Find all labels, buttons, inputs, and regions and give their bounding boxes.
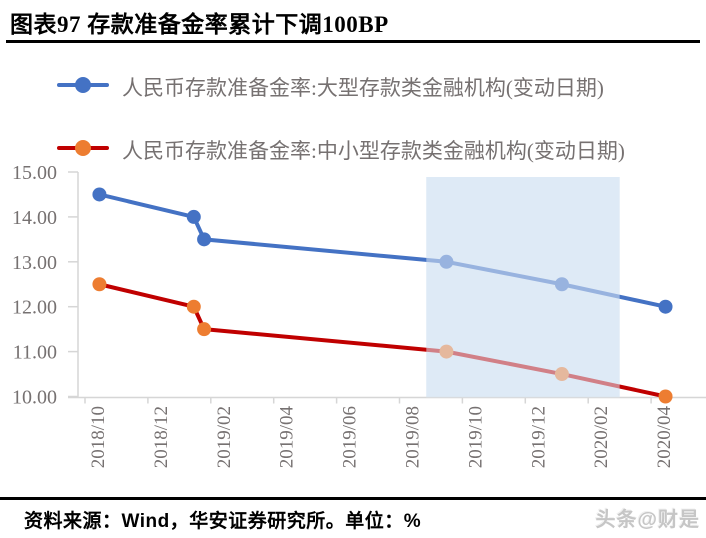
x-tick-label: 2019/04 (277, 406, 298, 469)
data-point (658, 299, 673, 314)
x-tick-label: 2020/02 (591, 406, 612, 468)
y-tick-label: 11.00 (13, 342, 57, 364)
x-tick-label: 2019/06 (340, 406, 361, 468)
x-tick-label: 2020/04 (654, 406, 675, 469)
y-tick-label: 13.00 (12, 252, 57, 274)
data-point (197, 322, 212, 337)
x-tick-label: 2019/12 (528, 406, 549, 468)
watermark: 头条@财是 (595, 509, 700, 531)
highlight-band-overlay (426, 177, 620, 398)
y-tick-label: 10.00 (12, 387, 57, 409)
x-tick-label: 2019/02 (214, 406, 235, 468)
x-tick-label: 2019/08 (403, 406, 424, 468)
legend-label: 人民币存款准备金率:大型存款类金融机构(变动日期) (122, 76, 604, 100)
line-marker-icon (57, 74, 109, 96)
data-point (658, 389, 673, 404)
x-tick-label: 2019/10 (465, 406, 486, 468)
y-tick-label: 15.00 (12, 162, 57, 184)
data-point (92, 277, 107, 292)
data-point (197, 232, 212, 247)
x-tick-label: 2018/12 (151, 406, 172, 468)
title-divider (6, 40, 700, 43)
line-marker-icon (57, 137, 109, 159)
legend-dot (75, 140, 91, 156)
legend-label: 人民币存款准备金率:中小型存款类金融机构(变动日期) (122, 139, 625, 163)
page-title: 图表97 存款准备金率累计下调100BP (10, 12, 389, 37)
legend-item-small-medium-banks: 人民币存款准备金率:中小型存款类金融机构(变动日期) (57, 136, 625, 167)
legend-dot (75, 77, 91, 93)
data-point (186, 209, 201, 224)
source-note: 资料来源：Wind，华安证券研究所。单位：% (24, 511, 422, 532)
x-tick-label: 2018/10 (88, 406, 109, 468)
legend-item-large-banks: 人民币存款准备金率:大型存款类金融机构(变动日期) (57, 73, 604, 104)
y-tick-label: 14.00 (12, 207, 57, 229)
bottom-divider (0, 497, 706, 500)
data-point (92, 187, 107, 202)
data-point (186, 299, 201, 314)
y-tick-label: 12.00 (12, 297, 57, 319)
